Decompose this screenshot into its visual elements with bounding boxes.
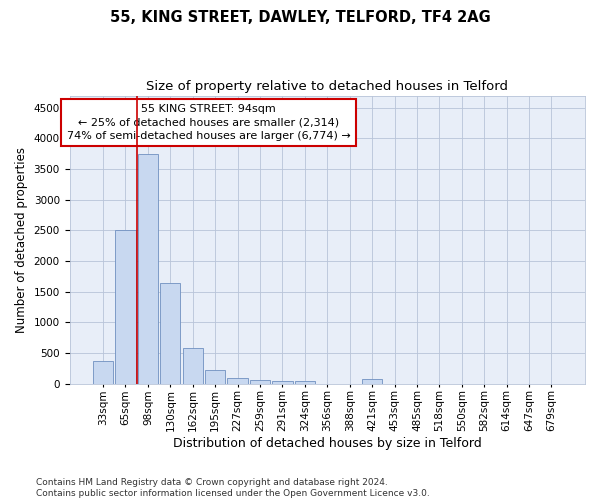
- X-axis label: Distribution of detached houses by size in Telford: Distribution of detached houses by size …: [173, 437, 482, 450]
- Text: 55, KING STREET, DAWLEY, TELFORD, TF4 2AG: 55, KING STREET, DAWLEY, TELFORD, TF4 2A…: [110, 10, 490, 25]
- Bar: [205, 370, 225, 384]
- Bar: [182, 348, 203, 384]
- Bar: [115, 230, 136, 384]
- Bar: [272, 380, 293, 384]
- Title: Size of property relative to detached houses in Telford: Size of property relative to detached ho…: [146, 80, 508, 93]
- Text: 55 KING STREET: 94sqm
← 25% of detached houses are smaller (2,314)
74% of semi-d: 55 KING STREET: 94sqm ← 25% of detached …: [67, 104, 350, 141]
- Bar: [138, 154, 158, 384]
- Bar: [93, 361, 113, 384]
- Bar: [227, 378, 248, 384]
- Bar: [160, 283, 181, 384]
- Text: Contains HM Land Registry data © Crown copyright and database right 2024.
Contai: Contains HM Land Registry data © Crown c…: [36, 478, 430, 498]
- Bar: [295, 382, 315, 384]
- Bar: [362, 380, 382, 384]
- Y-axis label: Number of detached properties: Number of detached properties: [15, 146, 28, 332]
- Bar: [250, 380, 270, 384]
